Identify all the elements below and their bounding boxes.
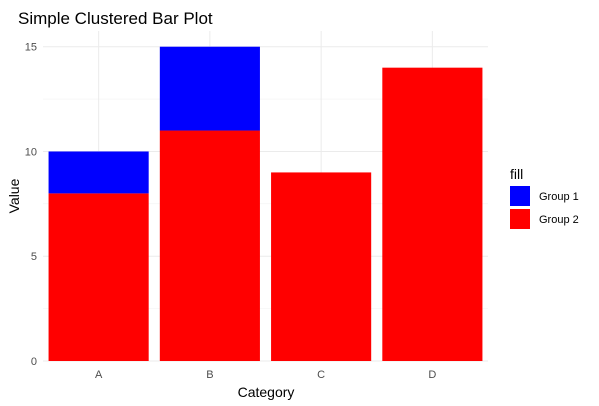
x-axis-title: Category bbox=[238, 384, 295, 400]
y-tick-label: 0 bbox=[31, 356, 37, 368]
x-axis-ticks: A B C D bbox=[95, 369, 436, 381]
y-tick-label: 10 bbox=[25, 146, 37, 158]
legend-label: Group 1 bbox=[539, 191, 579, 203]
y-axis-title: Value bbox=[6, 178, 22, 213]
legend-swatch bbox=[510, 209, 530, 229]
legend-swatch bbox=[510, 186, 530, 206]
bar-b-group-1 bbox=[159, 46, 260, 131]
bar-a-group-2 bbox=[48, 193, 149, 361]
x-tick-label: A bbox=[95, 369, 103, 381]
legend-title: fill bbox=[510, 166, 523, 182]
legend: fill Group 1 Group 2 bbox=[510, 166, 579, 229]
bar-c-group-2 bbox=[271, 172, 372, 361]
bar-b-group-2 bbox=[159, 130, 260, 361]
x-tick-label: B bbox=[206, 369, 213, 381]
x-tick-label: D bbox=[428, 369, 436, 381]
y-tick-label: 15 bbox=[25, 42, 37, 54]
x-tick-label: C bbox=[317, 369, 325, 381]
chart-title: Simple Clustered Bar Plot bbox=[18, 9, 213, 28]
bars bbox=[48, 46, 483, 362]
bar-d-group-2 bbox=[382, 67, 483, 362]
bar-a-group-1 bbox=[48, 151, 149, 194]
y-axis-ticks: 0 5 10 15 bbox=[25, 42, 37, 368]
y-tick-label: 5 bbox=[31, 251, 37, 263]
legend-label: Group 2 bbox=[539, 214, 579, 226]
